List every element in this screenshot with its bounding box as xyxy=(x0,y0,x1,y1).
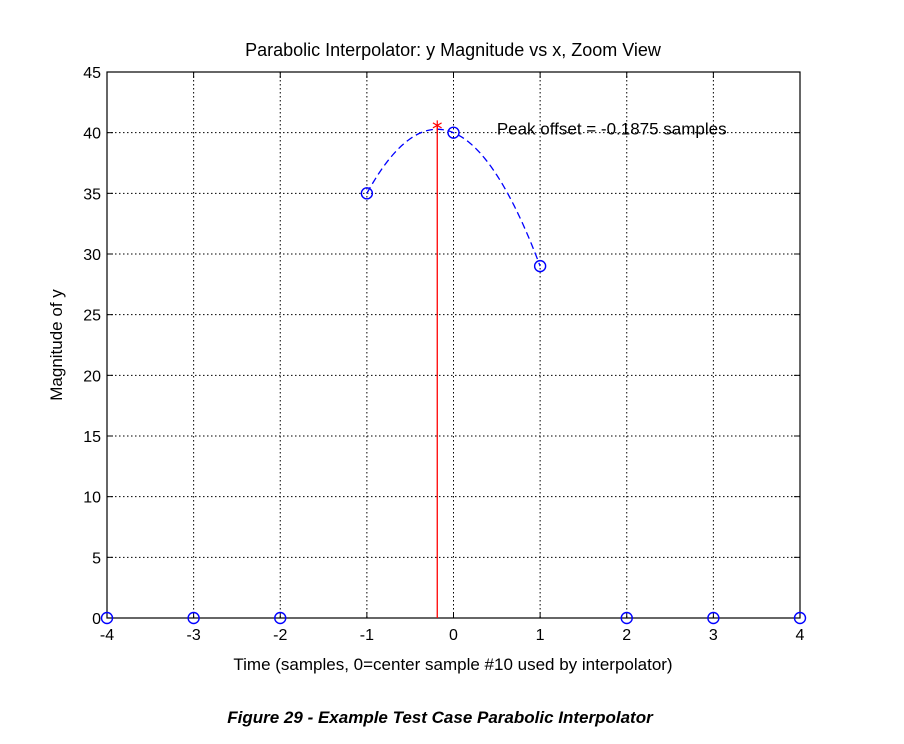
y-tick-labels: 0 5 10 15 20 25 30 35 40 45 xyxy=(83,65,101,628)
y-tick-label: 40 xyxy=(83,126,101,143)
sample-point xyxy=(360,187,374,200)
series-layer xyxy=(100,120,807,625)
sample-point xyxy=(533,259,547,273)
x-tick-label: -4 xyxy=(100,627,114,644)
y-tick-label: 20 xyxy=(83,368,101,385)
peak-marker xyxy=(432,120,442,131)
x-tick-label: -1 xyxy=(360,627,374,644)
x-tick-label: -2 xyxy=(273,627,287,644)
chart: -4 -3 -2 -1 0 1 2 3 4 0 5 10 15 20 25 30 35 40 45 Parabol… xyxy=(47,40,807,674)
interpolated-parabola xyxy=(366,128,541,267)
y-tick-label: 15 xyxy=(83,429,101,446)
y-tick-label: 5 xyxy=(92,550,101,567)
sample-point xyxy=(447,126,460,139)
figure-caption: Figure 29 - Example Test Case Parabolic … xyxy=(227,708,653,727)
chart-title: Parabolic Interpolator: y Magnitude vs x… xyxy=(245,40,662,60)
peak-marker-stroke xyxy=(432,122,442,129)
y-tick-label: 10 xyxy=(83,490,101,507)
y-tick-label: 25 xyxy=(83,308,101,325)
y-tick-label: 35 xyxy=(83,186,101,203)
x-tick-label: 2 xyxy=(622,627,631,644)
sample-point xyxy=(620,611,633,625)
x-tick-label: 1 xyxy=(536,627,545,644)
x-tick-label: 3 xyxy=(709,627,718,644)
sample-point xyxy=(274,611,287,625)
y-tick-label: 0 xyxy=(92,611,101,628)
sample-point xyxy=(707,611,720,625)
y-axis-label: Magnitude of y xyxy=(47,289,66,401)
sample-point xyxy=(187,611,200,625)
x-tick-labels: -4 -3 -2 -1 0 1 2 3 4 xyxy=(100,627,805,644)
x-tick-label: -3 xyxy=(187,627,201,644)
peak-offset-annotation: Peak offset = -0.1875 samples xyxy=(497,120,727,139)
sample-point xyxy=(793,611,807,625)
grid-lines xyxy=(106,71,801,619)
sample-point xyxy=(100,611,114,625)
y-tick-label: 45 xyxy=(83,65,101,82)
x-tick-label: 0 xyxy=(449,627,458,644)
y-tick-label: 30 xyxy=(83,247,101,264)
x-axis-label: Time (samples, 0=center sample #10 used … xyxy=(233,655,672,674)
x-tick-label: 4 xyxy=(796,627,805,644)
